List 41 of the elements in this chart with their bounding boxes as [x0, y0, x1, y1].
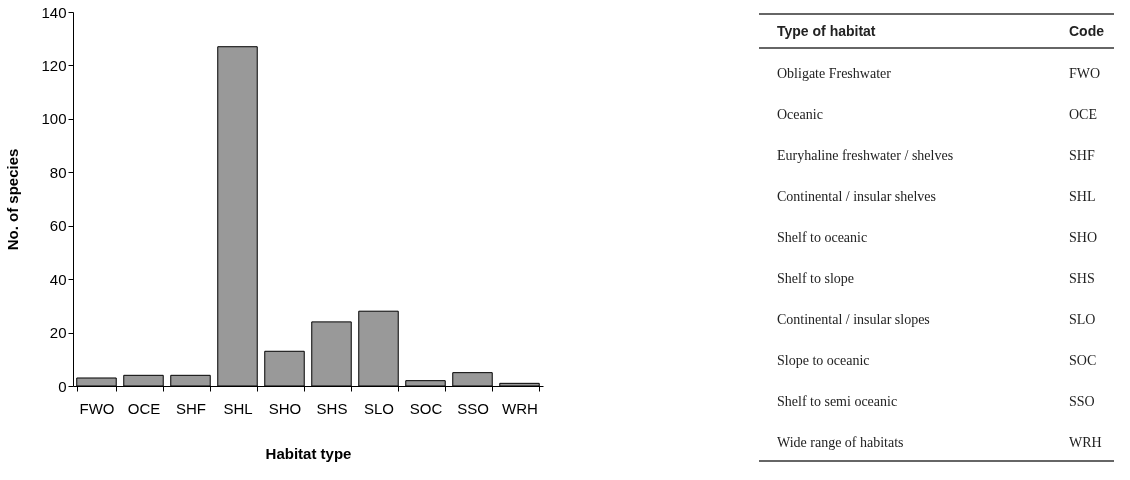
x-tick-label: SHS	[316, 399, 348, 417]
text: Continental / insular shelves	[777, 189, 937, 204]
x-tick-label: WRH	[502, 399, 538, 417]
text: Shelf to oceanic	[777, 230, 868, 245]
x-tick-label: SLO	[363, 399, 395, 417]
x-tick-label: SSO	[457, 399, 489, 417]
x-tick-label: SOC	[409, 399, 443, 417]
text: WRH	[1069, 435, 1102, 450]
text: Continental / insular slopes	[777, 312, 930, 327]
x-tick-label: SHO	[268, 399, 302, 417]
text: Code	[1069, 23, 1105, 39]
text: SOC	[1069, 353, 1097, 368]
x-tick-label: OCE	[127, 399, 161, 417]
x-tick-label: FWO	[79, 399, 115, 417]
y-axis-title: No. of species	[4, 148, 22, 251]
text: Type of habitat	[777, 23, 876, 39]
x-axis-title: Habitat type	[265, 444, 352, 462]
text: SHS	[1069, 271, 1095, 286]
text: FWO	[1069, 66, 1101, 81]
y-tick-label: 100	[41, 110, 67, 128]
y-tick-label: 80	[49, 163, 67, 181]
y-tick-label: 20	[49, 324, 67, 342]
text: Shelf to semi oceanic	[777, 394, 898, 409]
text: SHF	[1069, 148, 1095, 163]
y-tick-label: 40	[49, 270, 67, 288]
text: OCE	[1069, 107, 1097, 122]
x-tick-label: SHL	[223, 399, 253, 417]
text: Obligate Freshwater	[777, 66, 892, 81]
x-tick-label: SHF	[176, 399, 206, 417]
text: Shelf to slope	[777, 271, 854, 286]
y-tick-label: 140	[41, 3, 67, 21]
y-tick-label: 120	[41, 56, 67, 74]
text: Oceanic	[777, 107, 823, 122]
y-tick-label: 60	[49, 217, 67, 235]
text: SLO	[1069, 312, 1096, 327]
text: SHL	[1069, 189, 1096, 204]
text: Slope to oceanic	[777, 353, 870, 368]
y-tick-label: 0	[58, 377, 67, 395]
text: Euryhaline freshwater / shelves	[777, 148, 954, 163]
text: SHO	[1069, 230, 1098, 245]
text: Wide range of habitats	[777, 435, 904, 450]
